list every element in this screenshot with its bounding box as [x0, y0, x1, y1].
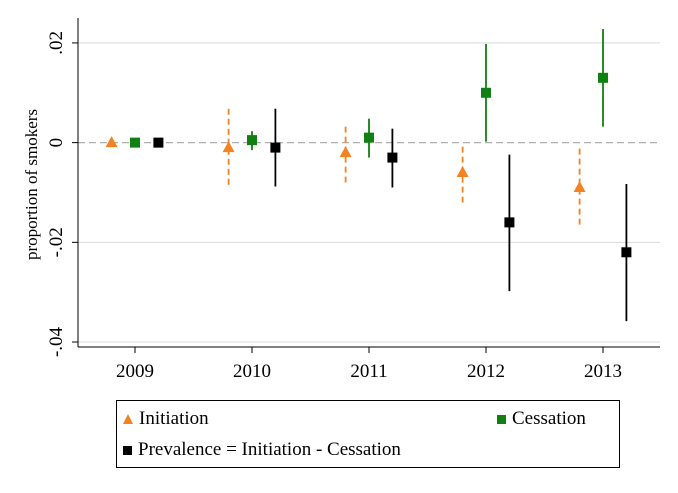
x-tick-label: 2013 — [584, 361, 622, 382]
legend-label-cessation: Cessation — [512, 408, 586, 429]
legend-item-prevalence: Prevalence = Initiation - Cessation — [123, 439, 401, 461]
square-point — [598, 72, 608, 83]
square-point — [364, 132, 374, 143]
y-tick-label: -.02 — [46, 227, 67, 257]
x-axis-ticks: 2009 2010 2011 2012 2013 — [116, 347, 622, 382]
x-tick-label: 2011 — [350, 361, 387, 382]
triangle-marker-icon — [123, 414, 133, 424]
legend-label-prevalence: Prevalence = Initiation - Cessation — [138, 439, 401, 460]
triangle-point — [573, 180, 586, 192]
y-tick-label: 0 — [46, 138, 67, 148]
square-point — [130, 137, 140, 148]
square-point — [247, 135, 257, 146]
square-point — [270, 142, 281, 153]
y-tick-label: -.04 — [46, 326, 67, 357]
triangle-point — [105, 136, 118, 148]
x-tick-label: 2009 — [116, 361, 154, 382]
chart-area: -.04 -.02 0 .02 2009 2010 2011 2012 2013 propor… — [22, 18, 660, 382]
gridlines — [78, 42, 660, 343]
x-tick-label: 2010 — [233, 361, 271, 382]
y-tick-label: .02 — [46, 31, 67, 55]
square-point — [387, 152, 398, 163]
square-marker-icon — [123, 445, 132, 455]
y-axis-label: proportion of smokers — [22, 109, 41, 260]
triangle-point — [456, 166, 469, 178]
square-point — [504, 217, 515, 228]
triangle-point — [222, 141, 235, 153]
legend-item-cessation: Cessation — [497, 408, 586, 430]
y-axis-ticks: -.04 -.02 0 .02 — [46, 31, 78, 357]
legend-label-initiation: Initiation — [139, 408, 209, 429]
square-point — [153, 137, 164, 148]
square-marker-icon — [497, 414, 506, 424]
x-tick-label: 2012 — [467, 361, 505, 382]
square-point — [481, 87, 491, 98]
square-point — [621, 247, 632, 258]
legend: Initiation Cessation Prevalence = Initia… — [116, 400, 620, 468]
triangle-point — [339, 146, 352, 158]
data-marks — [105, 28, 632, 322]
legend-item-initiation: Initiation — [123, 408, 209, 430]
